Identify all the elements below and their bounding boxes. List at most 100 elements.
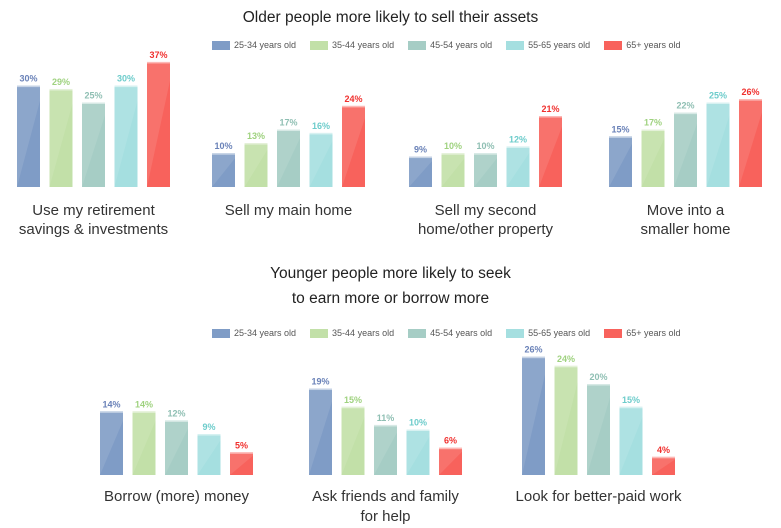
bar-sheen: [17, 85, 40, 187]
value-label: 30%: [117, 74, 135, 84]
legend-label: 65+ years old: [626, 328, 681, 338]
category-label: Sell my main home: [225, 202, 353, 219]
bar-top-edge: [341, 406, 365, 409]
bar-top-edge: [706, 102, 730, 104]
bar-top-edge: [212, 153, 235, 155]
legend-swatch: [408, 328, 427, 338]
bar: [506, 146, 530, 187]
value-label: 17%: [644, 118, 662, 128]
bar-top-edge: [506, 146, 530, 148]
bar-top-edge: [474, 153, 497, 155]
bar-top-edge: [309, 388, 332, 391]
bar-sheen: [165, 420, 188, 475]
bar-sheen: [609, 136, 632, 187]
bar-top-edge: [165, 420, 188, 422]
value-label: 30%: [19, 74, 37, 84]
value-label: 29%: [52, 77, 70, 87]
legend-swatch: [212, 40, 230, 50]
bar-top-edge: [100, 411, 123, 413]
legend-swatch: [604, 328, 623, 338]
bar-sheen: [197, 434, 221, 475]
bar-top-edge: [277, 129, 300, 132]
bar: [587, 384, 610, 475]
bar-sheen: [309, 388, 332, 475]
bar-sheen: [244, 143, 268, 187]
bar-sheen: [212, 153, 235, 187]
bar: [441, 153, 465, 187]
bar-group: 19% 15% 11% 10% 6%: [309, 377, 462, 475]
bar: [674, 112, 697, 187]
value-label: 24%: [344, 94, 362, 104]
bar-sheen: [506, 146, 530, 187]
bar-group: 9% 10% 10% 12% 21%: [409, 104, 562, 187]
value-label: 15%: [622, 395, 640, 405]
bar-sheen: [706, 102, 730, 187]
bar: [165, 420, 188, 475]
bar-sheen: [82, 102, 105, 187]
bar-sheen: [230, 452, 253, 475]
bar: [309, 132, 333, 187]
legend-item: 65+ years old: [604, 328, 680, 338]
legend-swatch: [310, 40, 329, 50]
bottom-chart-title-line2: to earn more or borrow more: [291, 290, 490, 307]
value-label: 5%: [235, 440, 248, 450]
bar-sheen: [342, 105, 365, 187]
category-label: for help: [360, 508, 410, 525]
bar-top-edge: [49, 88, 73, 91]
legend-swatch: [604, 40, 623, 50]
bar-top-edge: [652, 456, 675, 459]
legend-label: 25-34 years old: [234, 40, 297, 50]
bar: [409, 156, 432, 187]
value-label: 22%: [676, 101, 694, 111]
value-label: 9%: [202, 422, 215, 432]
value-label: 15%: [611, 124, 629, 134]
bar-sheen: [554, 365, 578, 475]
bar-top-edge: [439, 447, 462, 450]
bar: [706, 102, 730, 187]
bottom-legend: 25-34 years old 35-44 years old 45-54 year…: [212, 328, 694, 338]
bar: [309, 388, 332, 475]
bar: [244, 143, 268, 187]
legend-item: 35-44 years old: [310, 328, 394, 338]
bar-sheen: [539, 116, 562, 187]
category-label: Borrow (more) money: [104, 488, 250, 505]
legend-swatch: [506, 40, 525, 50]
bar-sheen: [674, 112, 697, 187]
bar-top-edge: [409, 156, 432, 159]
value-label: 10%: [409, 418, 427, 428]
bar-top-edge: [230, 452, 253, 454]
value-label: 25%: [709, 91, 727, 101]
bar: [277, 129, 300, 187]
legend-swatch: [212, 328, 230, 338]
category-label: savings & investments: [19, 221, 168, 238]
bar: [230, 452, 253, 475]
legend-swatch: [310, 328, 329, 338]
bar: [17, 85, 40, 187]
bar-top-edge: [539, 116, 562, 118]
bar-sheen: [652, 456, 675, 475]
bar: [341, 406, 365, 475]
legend-item: 35-44 years old: [310, 40, 394, 50]
bar-sheen: [619, 406, 643, 475]
category-label: Move into a: [647, 202, 725, 219]
bar-top-edge: [739, 99, 762, 101]
bar: [374, 424, 397, 475]
bar-top-edge: [554, 365, 578, 368]
bar: [474, 153, 497, 187]
bar: [609, 136, 632, 187]
bar: [406, 429, 430, 475]
bar-sheen: [739, 99, 762, 187]
legend-label: 45-54 years old: [430, 40, 493, 50]
bar-top-edge: [641, 129, 665, 132]
bar-top-edge: [82, 102, 105, 104]
bar-group: 15% 17% 22% 25% 26%: [609, 87, 762, 187]
value-label: 17%: [279, 118, 297, 128]
value-label: 12%: [167, 408, 185, 418]
bar: [82, 102, 105, 187]
category-label: Sell my second: [435, 202, 537, 219]
value-label: 24%: [557, 354, 575, 364]
bar: [212, 153, 235, 187]
legend-label: 45-54 years old: [430, 328, 493, 338]
bar-sheen: [406, 429, 430, 475]
bar-sheen: [114, 85, 138, 187]
